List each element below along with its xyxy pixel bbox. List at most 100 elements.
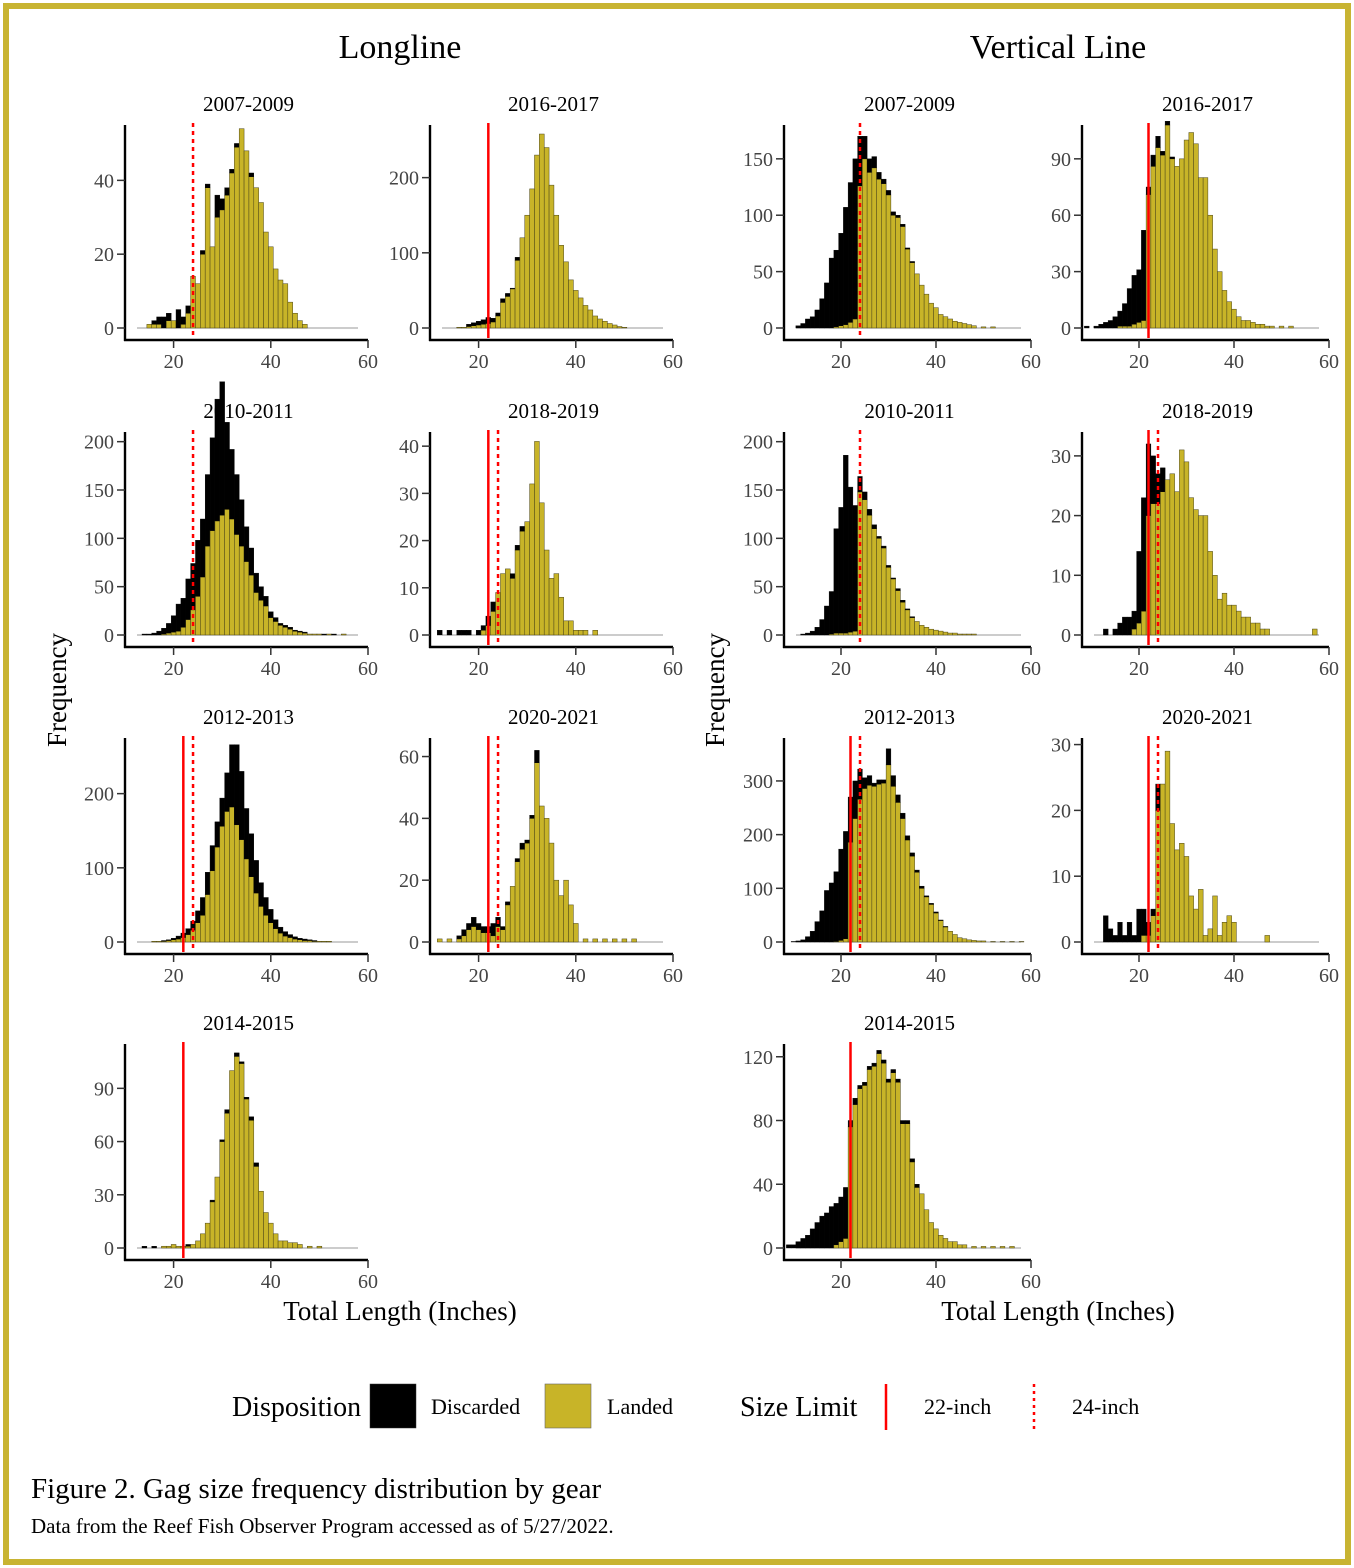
bar-discarded <box>268 611 274 618</box>
bar-landed <box>890 214 896 329</box>
x-tick-label: 60 <box>663 351 683 373</box>
bar-landed <box>1122 325 1128 329</box>
bar-landed <box>475 324 482 329</box>
bar-landed <box>885 567 892 636</box>
x-tick-label: 60 <box>1021 658 1041 680</box>
y-tick-label: 0 <box>409 932 419 954</box>
bar-discarded <box>814 1222 820 1249</box>
bar-landed <box>852 818 858 943</box>
panel-vertical-line-2010-2011: 2010-2011 0 50 100 150 200 20 40 60 <box>743 399 1041 680</box>
bar-discarded <box>1122 935 1128 943</box>
bar-landed <box>277 625 284 636</box>
bar-discarded <box>456 630 462 636</box>
bar-discarded <box>151 320 157 325</box>
x-tick-label: 20 <box>1129 658 1149 680</box>
bar-discarded <box>790 941 797 943</box>
y-tick-label: 10 <box>1051 565 1071 587</box>
bar-landed <box>866 514 873 636</box>
y-tick-label: 50 <box>753 577 773 599</box>
bar-discarded <box>1093 325 1099 329</box>
bar-landed <box>1198 515 1204 636</box>
bar-landed <box>597 318 603 329</box>
bar-landed <box>966 324 972 329</box>
y-tick-label: 0 <box>409 318 419 340</box>
bar-discarded <box>847 182 854 323</box>
bar-landed <box>1221 922 1228 943</box>
bar-discarded <box>805 936 811 943</box>
bar-landed <box>1207 928 1213 943</box>
bar-landed <box>621 938 628 943</box>
bar-discarded <box>786 1244 792 1249</box>
bar-discarded <box>805 318 811 329</box>
bar-landed <box>885 1082 892 1249</box>
bar-landed <box>292 630 298 636</box>
bar-discarded <box>833 871 839 942</box>
bar-landed <box>592 315 598 329</box>
bar-discarded <box>234 1052 240 1057</box>
bar-landed <box>326 941 332 943</box>
panel-title: 2020-2021 <box>1162 705 1253 729</box>
bar-landed <box>495 315 501 329</box>
bar-discarded <box>876 1050 882 1054</box>
bar-discarded <box>900 600 906 603</box>
bar-discarded <box>1150 154 1156 167</box>
bar-discarded <box>805 632 811 636</box>
bar-landed <box>1150 503 1156 636</box>
bar-landed <box>602 320 608 329</box>
bar-landed <box>904 609 911 636</box>
bar-landed <box>1193 908 1199 943</box>
bar-discarded <box>866 509 873 516</box>
bar-landed <box>480 630 487 636</box>
bar-landed <box>229 518 235 636</box>
bar-landed <box>263 1212 269 1249</box>
bar-landed <box>980 326 987 329</box>
bar-landed <box>838 1241 844 1249</box>
bar-discarded <box>895 588 901 591</box>
bar-landed <box>214 217 221 329</box>
bar-discarded <box>800 939 806 943</box>
bar-discarded <box>263 596 269 607</box>
bar-landed <box>1259 323 1266 329</box>
bar-landed <box>1160 783 1166 943</box>
bar-discarded <box>843 455 849 634</box>
bar-landed <box>957 633 963 636</box>
bar-discarded <box>890 211 896 216</box>
bar-discarded <box>185 1244 191 1247</box>
bar-landed <box>881 547 887 636</box>
panel-vertical-line-2012-2013: 2012-2013 0 100 200 300 20 40 60 <box>743 705 1041 987</box>
bar-discarded <box>509 287 516 290</box>
bar-landed <box>928 904 934 943</box>
bar-landed <box>1193 509 1199 636</box>
y-tick-label: 10 <box>1051 866 1071 888</box>
bar-landed <box>1018 941 1025 943</box>
bar-landed <box>582 630 589 636</box>
bar-discarded <box>833 1203 839 1246</box>
bar-landed <box>519 237 526 329</box>
bar-landed <box>219 514 225 636</box>
bar-landed <box>243 561 250 636</box>
bar-landed <box>558 895 564 943</box>
x-tick-label: 60 <box>1021 351 1041 373</box>
bar-discarded <box>1117 310 1123 327</box>
y-tick-label: 30 <box>1051 262 1071 284</box>
bar-discarded <box>881 779 887 784</box>
bar-landed <box>862 158 868 329</box>
bar-landed <box>933 629 939 636</box>
x-tick-label: 20 <box>469 351 489 373</box>
bar-landed <box>238 839 245 943</box>
bar-landed <box>592 630 598 636</box>
y-tick-label: 20 <box>399 870 419 892</box>
bar-landed <box>519 849 526 943</box>
bar-discarded <box>1150 908 1156 916</box>
bar-landed <box>204 894 211 943</box>
x-tick-label: 40 <box>926 658 946 680</box>
bar-landed <box>151 941 157 943</box>
bar-landed <box>292 938 298 943</box>
bar-landed <box>904 248 911 329</box>
bar-discarded <box>824 890 830 943</box>
bar-landed <box>238 545 245 636</box>
bar-landed <box>1164 479 1171 636</box>
bar-discarded <box>909 852 915 857</box>
x-tick-label: 20 <box>164 965 184 987</box>
bar-landed <box>195 922 201 943</box>
